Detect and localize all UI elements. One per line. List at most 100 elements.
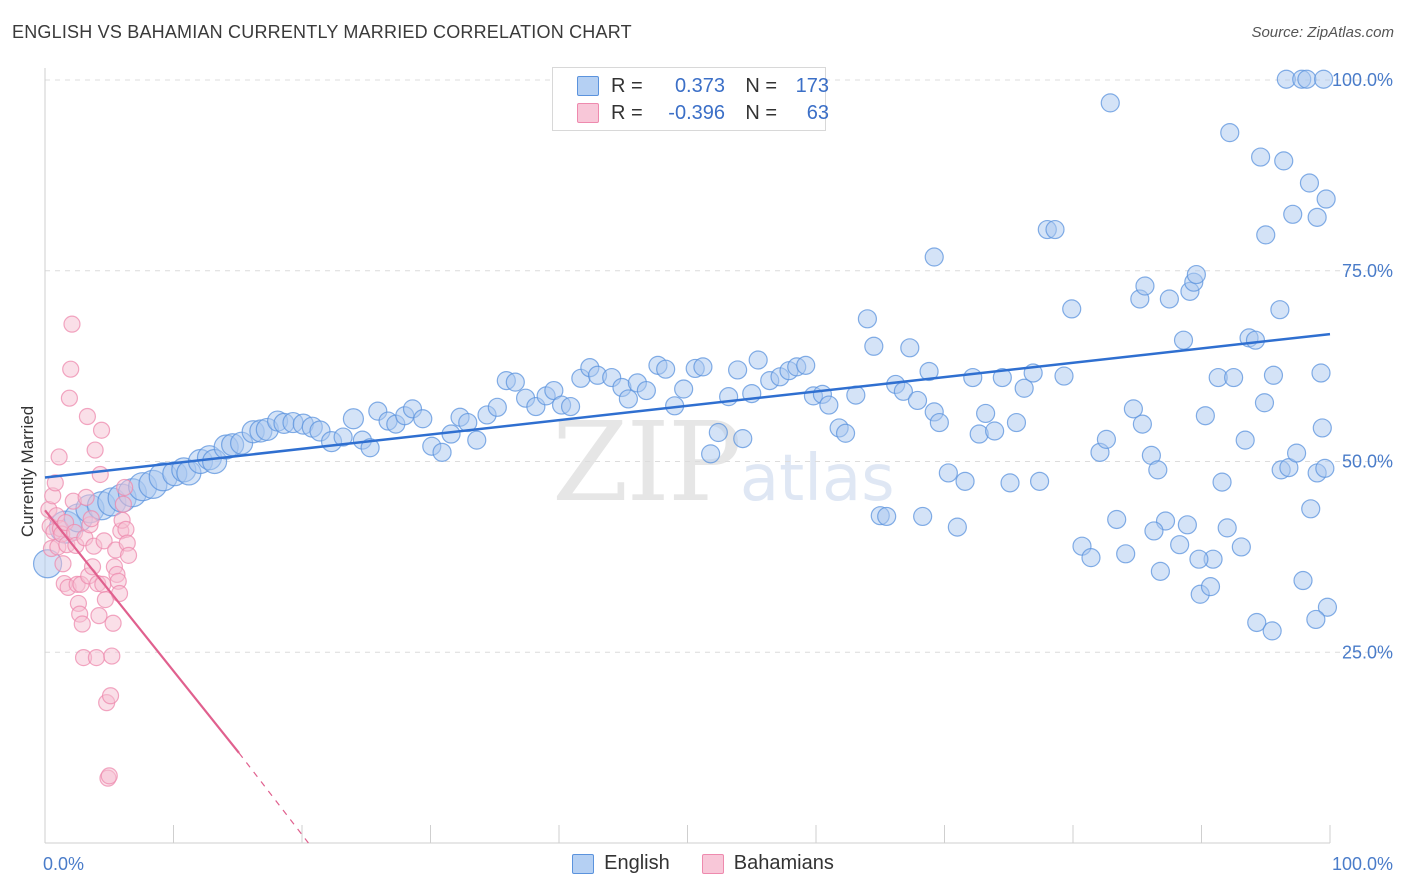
english-point-121 xyxy=(1107,509,1127,530)
y-tick-label-100: 100.0% xyxy=(1332,70,1393,90)
english-point-167 xyxy=(1316,189,1336,209)
english-point-165 xyxy=(1307,207,1327,227)
grid-layer xyxy=(45,79,1395,653)
legend-item-english[interactable]: English xyxy=(572,852,670,875)
bahamian-point-47 xyxy=(100,767,118,785)
english-point-45 xyxy=(467,430,487,450)
english-point-135 xyxy=(1231,537,1251,557)
english-point-128 xyxy=(1170,535,1190,555)
legend-item-bahamians[interactable]: Bahamians xyxy=(701,852,834,875)
bahamian-point-26 xyxy=(73,615,91,633)
english-point-110 xyxy=(1014,378,1034,398)
y-tick-label-75: 75.0% xyxy=(1342,261,1393,281)
bahamian-point-34 xyxy=(83,558,102,576)
bahamian-point-58 xyxy=(114,495,132,513)
bahamian-point-55 xyxy=(110,584,129,603)
english-point-65 xyxy=(656,359,676,379)
english-point-143 xyxy=(1293,570,1313,591)
english-point-147 xyxy=(1317,597,1338,617)
english-point-86 xyxy=(835,423,856,443)
axis-layer xyxy=(44,68,1331,844)
english-point-49 xyxy=(505,372,525,392)
bahamian-trend-line xyxy=(44,509,240,754)
english-point-99 xyxy=(929,412,949,433)
label-layer: 25.0% 50.0% 75.0% 100.0% 0.0% 100.0% Currently… xyxy=(18,70,1393,874)
english-point-55 xyxy=(560,396,581,417)
stats-legend: R = 0.373 N = 173 R = -0.396 N = 63 xyxy=(552,67,829,131)
english-point-122 xyxy=(1116,544,1136,564)
english-point-177 xyxy=(1189,549,1209,569)
bahamian-swatch xyxy=(577,103,599,123)
english-point-47 xyxy=(487,397,507,417)
english-point-139 xyxy=(1262,621,1282,641)
bahamian-point-8 xyxy=(50,448,68,466)
english-point-163 xyxy=(1297,69,1317,89)
english-point-134 xyxy=(1224,367,1244,388)
english-trend-line xyxy=(44,332,1331,479)
english-point-157 xyxy=(1245,330,1266,350)
source-label: Source: ZipAtlas.com xyxy=(1251,24,1394,41)
english-point-137 xyxy=(1247,612,1267,633)
bahamian-legend-label: Bahamians xyxy=(733,852,834,874)
english-point-71 xyxy=(708,422,728,443)
english-point-151 xyxy=(1135,276,1155,296)
bahamian-point-33 xyxy=(82,510,100,528)
english-point-178 xyxy=(1177,515,1197,535)
bahamian-point-59 xyxy=(116,478,134,497)
bahamian-legend-swatch xyxy=(701,853,724,874)
english-legend-label: English xyxy=(604,852,670,874)
bahamian-r-value: -0.396 xyxy=(668,101,725,124)
english-point-73 xyxy=(728,360,748,380)
y-tick-label-50: 50.0% xyxy=(1342,452,1393,472)
english-point-168 xyxy=(1306,609,1326,630)
legend-row-bahamian: R = -0.396 N = 63 xyxy=(577,100,829,126)
bahamian-point-39 xyxy=(90,607,108,625)
english-point-81 xyxy=(796,355,816,375)
bahamian-point-30 xyxy=(78,407,97,426)
english-point-152 xyxy=(1173,330,1194,350)
x-tick-label-min: 0.0% xyxy=(43,854,84,874)
english-point-31 xyxy=(342,408,364,430)
bahamian-r-label: R = xyxy=(611,101,643,124)
english-n-label: N = xyxy=(745,74,777,97)
english-point-138 xyxy=(1254,393,1275,413)
y-axis-label: Currently Married xyxy=(18,406,37,537)
english-point-166 xyxy=(1313,69,1334,89)
english-point-181 xyxy=(1144,521,1164,541)
english-point-108 xyxy=(1000,473,1020,493)
bahamian-n-label: N = xyxy=(745,101,777,124)
english-point-155 xyxy=(1195,406,1215,426)
english-point-126 xyxy=(1150,561,1170,581)
english-point-170 xyxy=(1315,458,1335,478)
english-r-value: 0.373 xyxy=(674,74,725,97)
english-point-115 xyxy=(1054,366,1074,386)
english-point-103 xyxy=(963,367,983,388)
english-point-109 xyxy=(1006,412,1027,433)
english-n-value: 173 xyxy=(795,74,829,97)
bahamian-point-41 xyxy=(92,421,111,439)
bahamian-point-44 xyxy=(96,591,114,609)
english-point-146 xyxy=(1312,418,1332,438)
english-point-156 xyxy=(1220,123,1240,143)
trend-layer xyxy=(44,332,1331,844)
english-point-120 xyxy=(1096,429,1117,449)
english-point-169 xyxy=(1311,363,1331,383)
english-point-144 xyxy=(1301,499,1321,519)
bahamian-point-11 xyxy=(54,555,72,573)
bahamian-point-37 xyxy=(87,648,106,667)
english-point-158 xyxy=(1263,365,1284,385)
english-point-148 xyxy=(924,247,944,267)
english-legend-swatch xyxy=(572,853,595,874)
english-point-30 xyxy=(333,427,353,447)
english-point-67 xyxy=(674,379,694,399)
english-point-100 xyxy=(938,463,958,483)
bahamian-point-50 xyxy=(104,614,122,632)
english-point-154 xyxy=(1186,264,1206,285)
bahamian-point-29 xyxy=(77,488,95,506)
chart-title: ENGLISH VS BAHAMIAN CURRENTLY MARRIED CO… xyxy=(12,22,632,42)
x-tick-label-max: 100.0% xyxy=(1332,854,1393,874)
english-point-116 xyxy=(1062,299,1082,319)
legend-row-english: R = 0.373 N = 173 xyxy=(577,73,829,99)
bahamian-point-48 xyxy=(101,687,120,705)
english-point-164 xyxy=(1299,173,1320,193)
